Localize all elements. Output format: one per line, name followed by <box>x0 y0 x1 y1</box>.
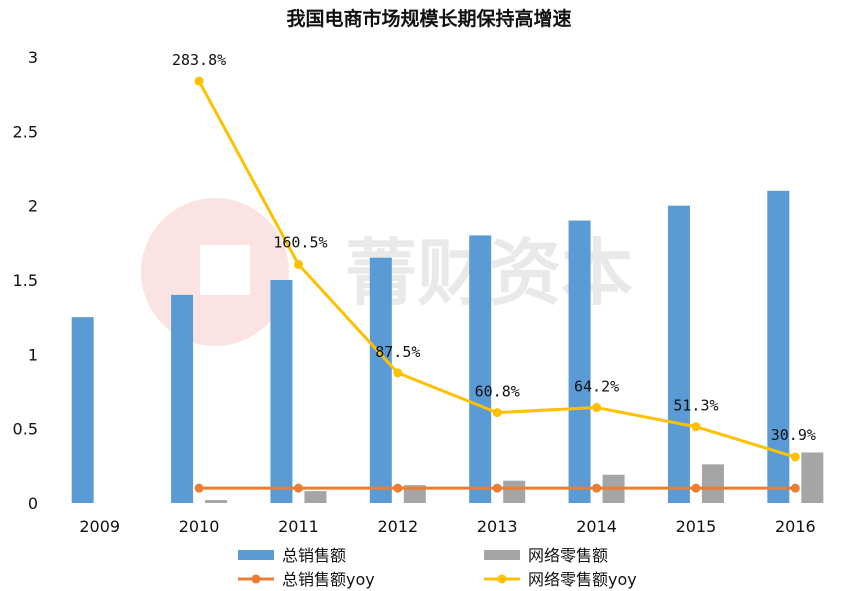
bars <box>71 190 824 504</box>
bar-online-retail <box>801 452 824 503</box>
point-online-retail-yoy <box>492 408 502 418</box>
point-total-sales-yoy <box>194 483 204 493</box>
legend-label: 网络零售额 <box>528 546 608 565</box>
x-tick-label: 2013 <box>477 517 518 536</box>
y-axis: 0 0.5 1 1.5 2 2.5 3 <box>13 48 38 513</box>
legend-swatch <box>484 550 520 560</box>
y-tick-label: 1 <box>28 345 38 364</box>
legend-label: 网络零售额yoy <box>528 570 637 589</box>
bar-total-sales <box>767 190 790 504</box>
legend-item: 总销售额yoy <box>238 570 375 589</box>
point-total-sales-yoy <box>492 483 502 493</box>
x-tick-label: 2015 <box>676 517 717 536</box>
bar-online-retail <box>304 491 327 503</box>
bar-online-retail <box>701 464 724 503</box>
data-label: 64.2% <box>574 378 619 396</box>
watermark-logo-cutout <box>200 245 250 295</box>
y-tick-label: 2 <box>28 197 38 216</box>
x-tick-label: 2014 <box>576 517 617 536</box>
legend-item: 网络零售额 <box>484 546 608 565</box>
y-tick-label: 3 <box>28 48 38 67</box>
point-online-retail-yoy <box>790 452 800 462</box>
legend-item: 网络零售额yoy <box>484 570 637 589</box>
legend-item: 总销售额 <box>238 546 346 565</box>
data-labels: 283.8% 160.5% 87.5% 60.8% 64.2% 51.3% 30.9% <box>172 51 816 444</box>
bar-total-sales <box>171 294 194 503</box>
x-axis: 2009 2010 2011 2012 2013 2014 2015 2016 <box>79 517 815 536</box>
data-label: 283.8% <box>172 51 226 69</box>
point-total-sales-yoy <box>293 483 303 493</box>
bar-total-sales <box>369 257 392 503</box>
legend-swatch <box>238 550 274 560</box>
point-total-sales-yoy <box>592 483 602 493</box>
bar-total-sales <box>568 220 591 504</box>
bar-online-retail <box>205 500 228 503</box>
point-total-sales-yoy <box>790 483 800 493</box>
point-online-retail-yoy <box>293 259 303 269</box>
y-tick-label: 0 <box>28 494 38 513</box>
point-total-sales-yoy <box>393 483 403 493</box>
lines <box>194 76 800 493</box>
legend-label: 总销售额 <box>282 546 346 565</box>
bar-total-sales <box>270 280 293 503</box>
bar-total-sales <box>469 235 492 503</box>
data-label: 160.5% <box>273 233 327 251</box>
point-online-retail-yoy <box>194 76 204 86</box>
y-tick-label: 1.5 <box>13 271 38 290</box>
chart-title: 我国电商市场规模长期保持高增速 <box>286 7 571 30</box>
x-tick-label: 2010 <box>179 517 220 536</box>
legend-swatch-marker <box>497 574 507 584</box>
y-tick-label: 0.5 <box>13 420 38 439</box>
x-tick-label: 2016 <box>775 517 816 536</box>
x-tick-label: 2009 <box>79 517 120 536</box>
point-online-retail-yoy <box>592 403 602 413</box>
x-tick-label: 2011 <box>278 517 319 536</box>
legend-label: 总销售额yoy <box>282 570 375 589</box>
point-total-sales-yoy <box>691 483 701 493</box>
point-online-retail-yoy <box>393 368 403 378</box>
legend-swatch-marker <box>251 574 261 584</box>
data-label: 60.8% <box>475 383 520 401</box>
y-tick-label: 2.5 <box>13 122 38 141</box>
data-label: 87.5% <box>375 343 420 361</box>
x-tick-label: 2012 <box>377 517 418 536</box>
data-label: 51.3% <box>673 397 718 415</box>
point-online-retail-yoy <box>691 422 701 432</box>
bar-total-sales <box>71 317 94 503</box>
bar-total-sales <box>667 205 690 503</box>
data-label: 30.9% <box>771 426 816 444</box>
bar-online-retail <box>503 480 526 503</box>
